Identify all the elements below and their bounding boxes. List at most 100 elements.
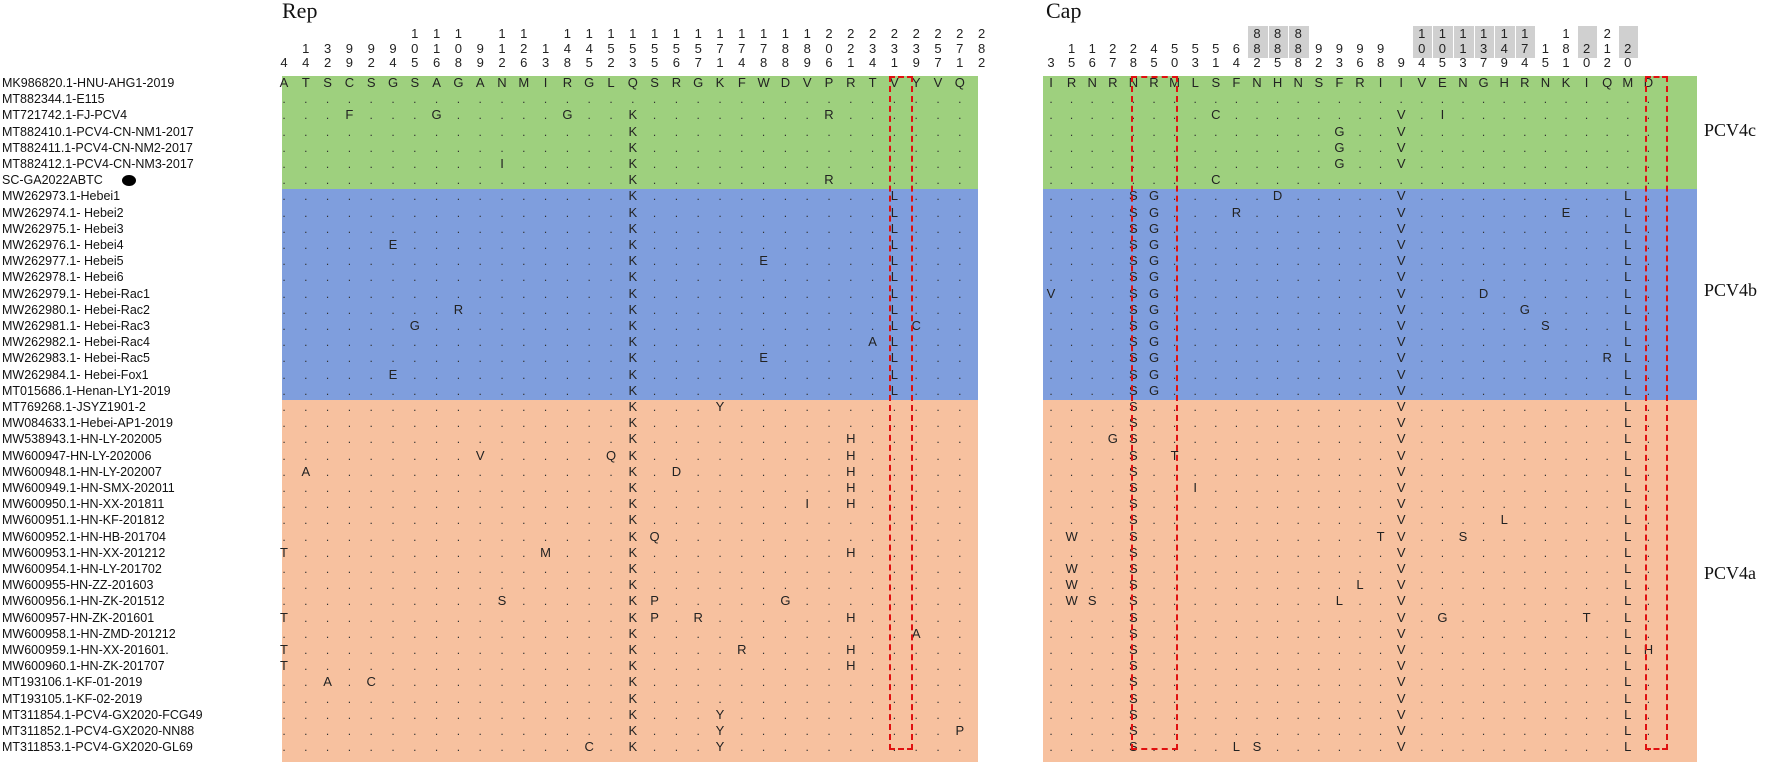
rep-identity-dot: . — [434, 562, 439, 576]
cap-identity-dot: . — [1523, 724, 1527, 738]
cap-identity-dot: . — [1049, 562, 1053, 576]
rep-identity-dot: . — [652, 221, 657, 236]
cap-identity-dot: . — [1584, 643, 1589, 657]
cap-identity-dot: . — [1543, 140, 1548, 155]
cap-identity-dot: . — [1111, 205, 1115, 220]
cap-position-digit: 0 — [1582, 55, 1591, 70]
rep-identity-dot: . — [434, 238, 439, 252]
cap-identity-dot: . — [1358, 367, 1362, 382]
rep-identity-dot: . — [805, 108, 809, 123]
cap-identity-dot: . — [1523, 643, 1527, 657]
rep-identity-dot: . — [500, 319, 504, 333]
cap-identity-dot: . — [1440, 335, 1445, 350]
cap-identity-dot: . — [1420, 270, 1424, 285]
rep-substitution: K — [628, 123, 638, 139]
cap-identity-dot: . — [1255, 610, 1259, 625]
cap-identity-dot: . — [1069, 270, 1074, 285]
rep-substitution: H — [846, 496, 856, 512]
cap-identity-dot: . — [1214, 270, 1218, 285]
cap-identity-dot: . — [1193, 335, 1197, 350]
rep-identity-dot: . — [674, 383, 679, 398]
rep-identity-dot: . — [304, 707, 308, 722]
rep-identity-dot: . — [347, 286, 352, 301]
rep-identity-dot: . — [827, 319, 831, 333]
rep-identity-dot: . — [587, 157, 591, 171]
cap-identity-dot: . — [1543, 173, 1548, 188]
cap-identity-dot: . — [1296, 578, 1300, 593]
cap-identity-dot: . — [1214, 562, 1218, 576]
rep-identity-dot: . — [674, 173, 679, 188]
cap-identity-dot: . — [1420, 173, 1424, 188]
rep-identity-dot: . — [652, 481, 657, 495]
cap-identity-dot: . — [1564, 270, 1568, 285]
cap-substitution: S — [1129, 723, 1138, 738]
rep-identity-dot: . — [870, 513, 875, 528]
rep-identity-dot: . — [827, 513, 831, 528]
rep-identity-dot: . — [936, 481, 940, 495]
rep-substitution: I — [500, 156, 504, 171]
rep-identity-dot: . — [522, 400, 526, 414]
cap-identity-dot: . — [1234, 529, 1239, 544]
cap-identity-dot: . — [1584, 286, 1589, 301]
rep-position-digit: 2 — [607, 55, 615, 70]
rep-identity-dot: . — [369, 724, 373, 738]
rep-identity-dot: . — [565, 189, 570, 204]
rep-identity-dot: . — [282, 562, 286, 576]
rep-identity-dot: . — [892, 448, 897, 463]
cap-identity-dot: . — [1646, 578, 1651, 593]
cap-identity-dot: . — [1461, 302, 1465, 317]
cap-identity-dot: . — [1605, 481, 1609, 495]
rep-reference-residue: S — [323, 75, 332, 90]
cap-identity-dot: . — [1111, 578, 1115, 593]
cap-identity-dot: . — [1337, 610, 1342, 625]
rep-reference-residue: N — [497, 75, 507, 90]
cap-substitution: L — [1624, 690, 1632, 706]
cap-substitution: L — [1356, 577, 1364, 593]
rep-identity-dot: . — [413, 691, 417, 706]
rep-identity-dot: . — [740, 578, 744, 593]
rep-identity-dot: . — [282, 351, 286, 366]
rep-identity-dot: . — [696, 367, 700, 382]
rep-identity-dot: . — [914, 529, 918, 544]
cap-identity-dot: . — [1193, 707, 1197, 722]
rep-identity-dot: . — [478, 302, 482, 317]
rep-reference-residue: R — [562, 75, 573, 90]
rep-identity-dot: . — [304, 529, 308, 544]
cap-identity-dot: . — [1543, 513, 1548, 528]
cap-identity-dot: . — [1049, 108, 1053, 123]
cap-position-digit: 2 — [1109, 40, 1117, 56]
cap-identity-dot: . — [1193, 513, 1197, 528]
rep-identity-dot: . — [718, 286, 722, 301]
rep-identity-dot: . — [500, 675, 504, 690]
cap-identity-dot: . — [1296, 610, 1300, 625]
cap-identity-dot: . — [1234, 464, 1239, 479]
cap-identity-dot: . — [1337, 448, 1342, 463]
cap-identity-dot: . — [1275, 254, 1280, 269]
cap-position-digit: 1 — [1438, 26, 1446, 41]
cap-identity-dot: . — [1461, 367, 1465, 382]
cap-identity-dot: . — [1193, 610, 1197, 625]
cap-substitution: V — [1396, 318, 1406, 333]
rep-identity-dot: . — [609, 481, 613, 495]
rep-identity-dot: . — [304, 416, 308, 431]
rep-identity-dot: . — [500, 286, 504, 301]
cap-substitution: L — [1624, 625, 1632, 641]
cap-identity-dot: . — [1234, 319, 1239, 333]
rep-identity-dot: . — [543, 335, 548, 350]
cap-identity-dot: . — [1481, 335, 1486, 350]
rep-identity-dot: . — [870, 254, 875, 269]
rep-identity-dot: . — [696, 562, 700, 576]
cap-identity-dot: . — [1296, 302, 1300, 317]
rep-identity-dot: . — [914, 335, 918, 350]
rep-identity-dot: . — [674, 416, 679, 431]
cap-identity-dot: . — [1420, 351, 1424, 366]
cap-identity-dot: . — [1358, 594, 1362, 609]
rep-identity-dot: . — [870, 140, 875, 155]
rep-identity-dot: . — [543, 578, 548, 593]
rep-identity-dot: . — [805, 124, 809, 139]
rep-identity-dot: . — [740, 562, 744, 576]
rep-identity-dot: . — [369, 545, 373, 560]
cap-identity-dot: . — [1255, 92, 1259, 107]
cap-substitution: S — [1129, 480, 1138, 495]
rep-identity-dot: . — [543, 92, 548, 107]
